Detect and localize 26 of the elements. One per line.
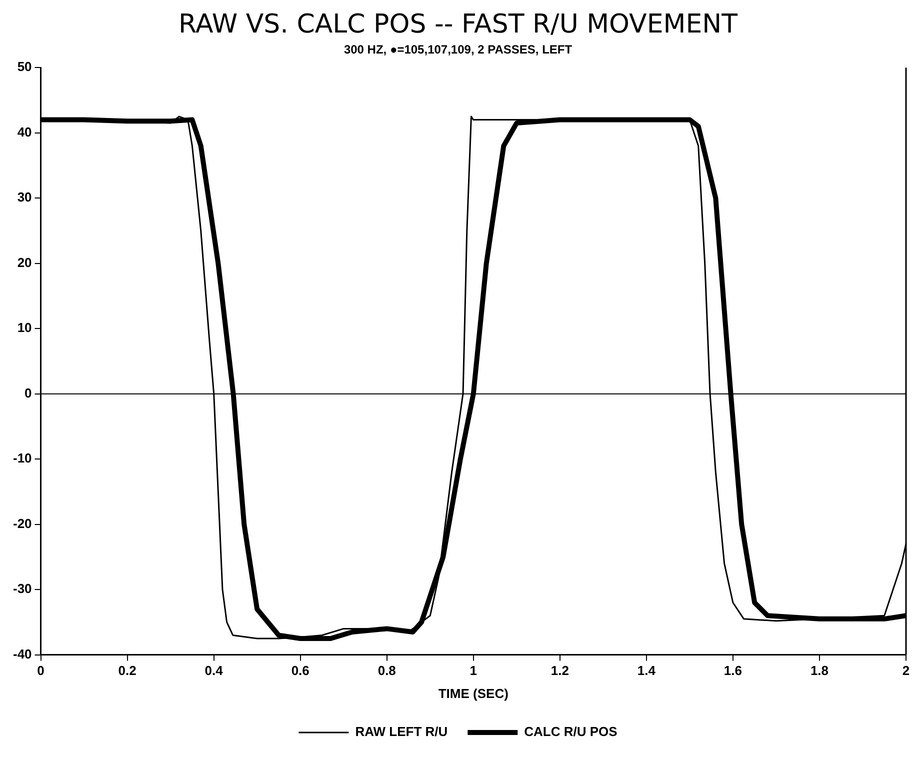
x-tick-label: 0.2	[118, 663, 136, 678]
chart-title: RAW VS. CALC POS -- FAST R/U MOVEMENT	[178, 9, 738, 40]
x-tick-label: 1	[470, 663, 478, 678]
x-tick-label: 0.4	[204, 663, 224, 678]
x-tick-label: 0.8	[378, 663, 396, 678]
x-tick-label: 1.4	[637, 663, 656, 678]
y-tick-label: -20	[12, 516, 32, 531]
x-tick-label: 1.6	[724, 663, 742, 678]
x-axis-title: TIME (SEC)	[438, 686, 508, 701]
legend-label: RAW LEFT R/U	[355, 724, 448, 740]
y-tick-label: 30	[17, 190, 32, 205]
chart-subtitle: 300 HZ, ●=105,107,109, 2 PASSES, LEFT	[344, 42, 573, 57]
x-tick-label: 2	[902, 663, 910, 678]
x-tick-label: 1.2	[550, 663, 569, 678]
y-tick-label: 20	[17, 254, 32, 270]
y-tick-label: 50	[17, 59, 32, 74]
y-tick-label: 10	[17, 320, 32, 336]
y-tick-label: -30	[12, 581, 32, 596]
x-tick-label: 1.8	[810, 663, 829, 678]
x-tick-label: 0.6	[291, 663, 310, 678]
x-tick-label: 0	[37, 663, 44, 678]
y-tick-label: -40	[12, 646, 32, 662]
y-tick-label: -10	[12, 450, 32, 466]
y-tick-label: 40	[17, 124, 32, 140]
y-tick-label: 0	[24, 385, 32, 400]
legend-label: CALC R/U POS	[524, 724, 618, 740]
